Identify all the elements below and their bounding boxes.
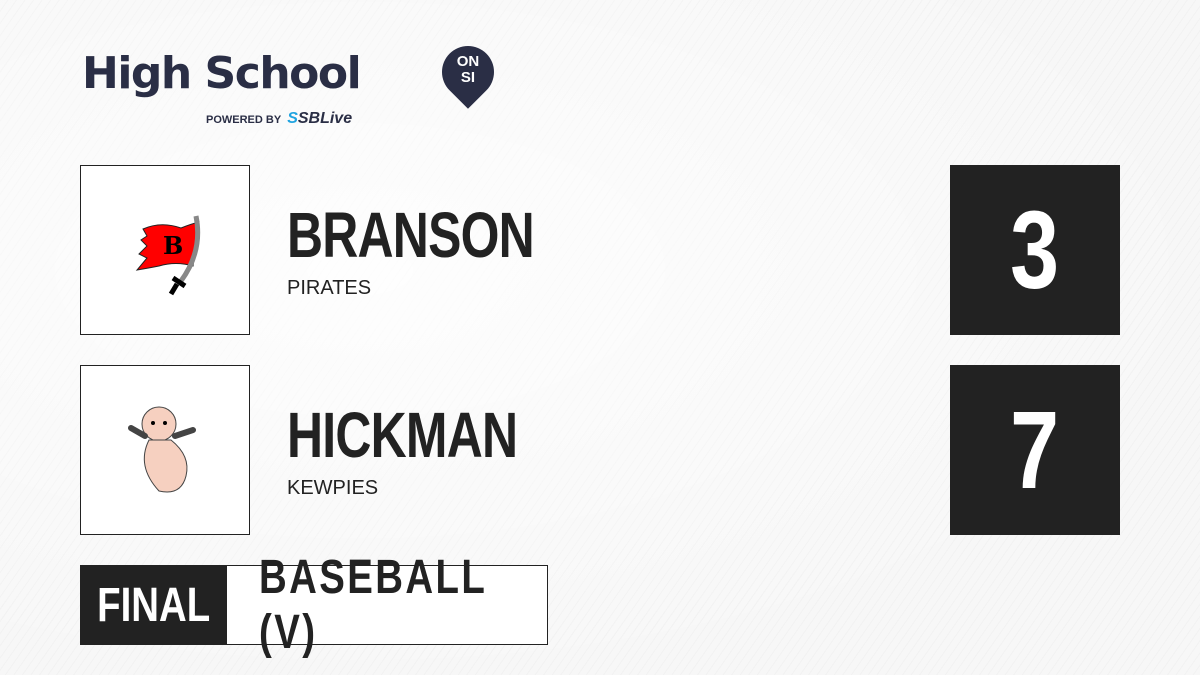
svg-text:B: B: [163, 231, 183, 260]
team-mascot: PIRATES: [287, 277, 372, 299]
team-hickman: HICKMAN KEWPIES: [287, 403, 582, 500]
score-branson: 3: [950, 165, 1120, 335]
team-name: HICKMAN: [287, 399, 518, 471]
team-name: BRANSON: [287, 199, 535, 271]
status-badge: FINAL: [81, 566, 227, 644]
score-hickman: 7: [950, 365, 1120, 535]
high-school-on-si-logo: High School ON SI POWERED BY SSBLive: [82, 35, 505, 127]
on-si-badge: ON SI: [456, 53, 480, 86]
sblive-logo: SSBLive: [287, 110, 353, 127]
team-mascot: KEWPIES: [287, 477, 379, 499]
sport-label: BASEBALL (V): [227, 551, 547, 659]
team-branson: BRANSON PIRATES: [287, 203, 604, 300]
branson-logo: B: [80, 165, 250, 335]
brand-title: High School: [82, 48, 362, 99]
hickman-logo: [80, 365, 250, 535]
game-status-bar: FINAL BASEBALL (V): [80, 551, 548, 659]
powered-by: POWERED BY SSBLive: [206, 110, 353, 127]
kewpie-icon: [128, 406, 196, 493]
pirate-flag-icon: B: [135, 215, 201, 296]
